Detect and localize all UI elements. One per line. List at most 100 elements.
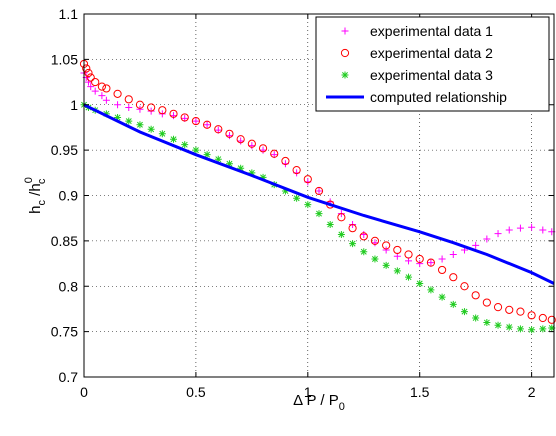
data-point (382, 261, 390, 269)
data-point (415, 254, 424, 264)
x-tick-label: 0.5 (186, 384, 206, 400)
y-axis-label-sub1: c (36, 199, 48, 205)
data-point (547, 315, 556, 324)
data-point (483, 235, 491, 243)
data-point (437, 265, 447, 275)
data-point (416, 280, 424, 288)
x-tick-label: 1 (304, 384, 312, 400)
data-point (460, 282, 469, 291)
data-point (438, 255, 446, 263)
y-axis-label-mid: /h (27, 183, 44, 200)
data-point (225, 129, 234, 138)
y-axis-label-sub2: c (36, 178, 48, 184)
x-axis-label: Δ P / P0 (293, 392, 345, 413)
data-point (494, 230, 502, 238)
data-point (538, 313, 547, 323)
data-point (259, 173, 267, 181)
data-point (539, 325, 547, 333)
data-point (471, 291, 480, 300)
data-point (114, 101, 122, 109)
data-point (258, 144, 268, 153)
data-point (304, 201, 312, 209)
x-axis-label-sub: 0 (339, 401, 345, 413)
data-point (404, 250, 413, 259)
y-tick-label: 0.95 (51, 142, 78, 158)
data-point (405, 273, 413, 281)
data-point (493, 303, 503, 312)
data-point (337, 213, 346, 222)
y-axis-label: hc /h0c (23, 177, 48, 214)
data-point (359, 232, 368, 241)
data-point (427, 286, 435, 294)
y-axis-label-sup: 0 (23, 177, 35, 183)
data-point (170, 135, 178, 143)
data-point (86, 73, 95, 82)
data-point (472, 314, 480, 322)
data-point (202, 120, 212, 129)
data-point (426, 258, 436, 267)
legend-label: experimental data 3 (370, 67, 493, 83)
data-point (505, 226, 513, 234)
data-point (482, 298, 491, 307)
data-point (494, 321, 502, 329)
data-point (483, 319, 491, 327)
data-point (472, 241, 480, 249)
x-tick-label: 1.5 (410, 384, 430, 400)
y-tick-label: 0.9 (59, 188, 79, 204)
data-point (158, 106, 167, 115)
data-point (191, 116, 201, 126)
data-point (382, 241, 391, 250)
data-point (147, 125, 155, 133)
data-point (203, 151, 211, 159)
x-axis-label-main: Δ P / P (293, 392, 339, 409)
data-point (516, 325, 524, 333)
legend-label: computed relationship (370, 89, 507, 105)
data-point (393, 267, 401, 275)
data-point (97, 82, 107, 91)
data-point (181, 141, 189, 149)
data-point (393, 245, 402, 255)
data-point (214, 155, 222, 163)
data-point (505, 323, 513, 331)
data-point (360, 248, 368, 256)
ticks: 0 0.5 1 1.5 2 0.7 0.75 0.8 0.85 0.9 0.95 1 1.05 1.1 (51, 6, 554, 400)
data-point (314, 186, 324, 196)
legend-marker (341, 71, 349, 79)
data-point (460, 308, 468, 316)
data-point (158, 130, 166, 138)
data-point (87, 83, 95, 91)
y-tick-label: 1 (70, 97, 78, 113)
data-point (248, 142, 256, 150)
data-point (292, 165, 301, 175)
data-point (98, 92, 106, 100)
data-point (528, 326, 536, 334)
data-point (84, 68, 93, 78)
data-point (147, 103, 156, 112)
data-point (438, 293, 446, 301)
data-point (349, 240, 357, 248)
data-point (236, 135, 245, 144)
data-point (169, 109, 178, 118)
data-point (449, 250, 457, 258)
data-point (124, 95, 133, 104)
data-point (516, 224, 524, 232)
data-point (337, 231, 345, 239)
data-point (214, 125, 223, 134)
data-point (125, 117, 133, 125)
data-point (505, 305, 514, 314)
data-point (259, 146, 267, 154)
data-point (371, 239, 379, 247)
y-tick-label: 1.1 (59, 6, 79, 22)
series-4 (83, 103, 555, 285)
y-tick-label: 0.75 (51, 324, 78, 340)
data-point (528, 223, 536, 231)
data-point (281, 187, 289, 195)
data-point (82, 64, 91, 73)
data-point (225, 132, 233, 140)
data-point (170, 112, 178, 120)
y-tick-label: 0.8 (59, 278, 79, 294)
data-point (270, 149, 279, 158)
legend-box (315, 16, 550, 112)
data-point (539, 226, 547, 234)
